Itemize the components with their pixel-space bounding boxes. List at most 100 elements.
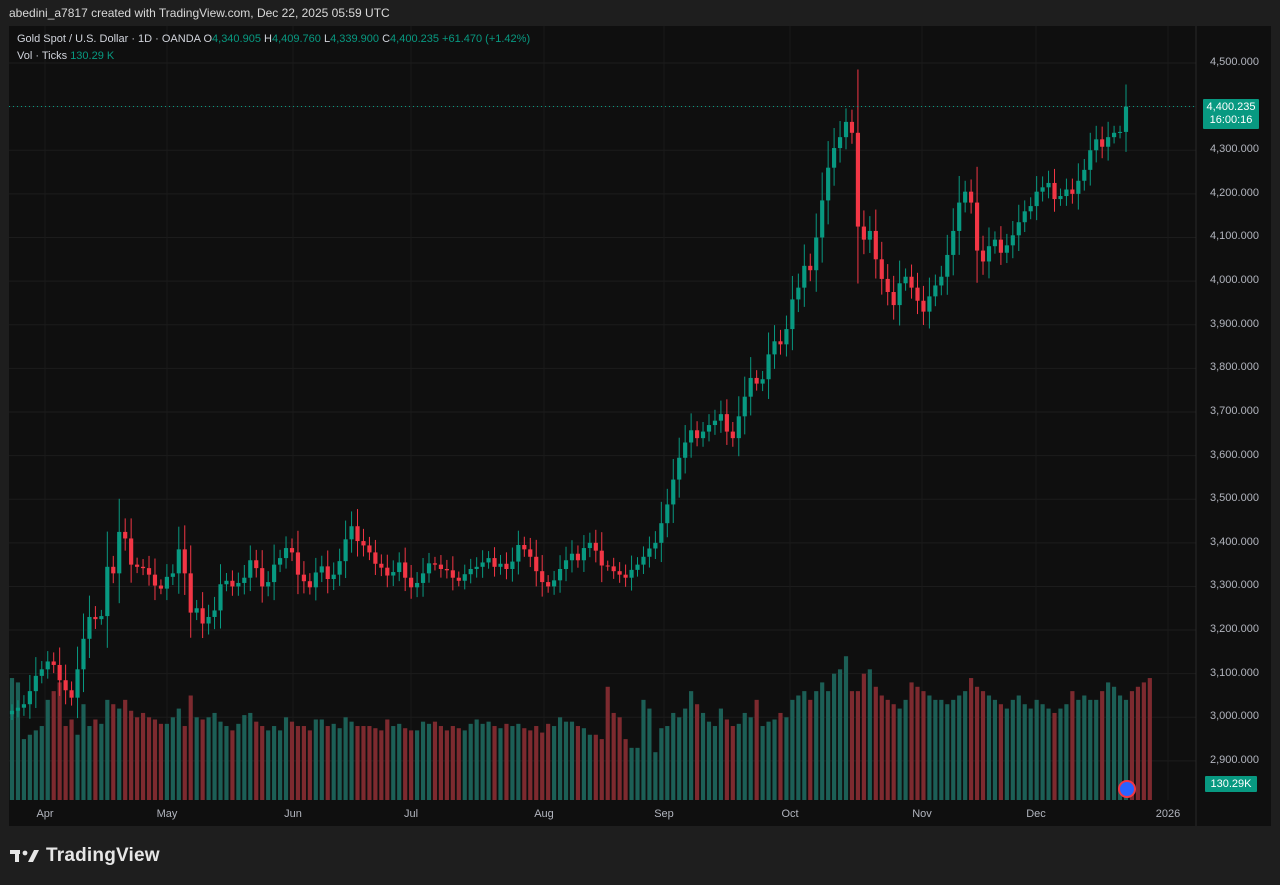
candle-body[interactable] [295,552,301,575]
candle-body[interactable] [277,558,283,565]
candle-body[interactable] [820,200,825,238]
candle-body[interactable] [992,239,998,247]
candle-body[interactable] [778,341,783,345]
candle-body[interactable] [712,420,718,426]
candle-body[interactable] [808,265,813,271]
candle-body[interactable] [1070,189,1075,194]
candle-body[interactable] [873,230,878,260]
candle-body[interactable] [129,538,134,565]
candle-body[interactable] [790,299,795,330]
candle-body[interactable] [998,239,1003,253]
candle-body[interactable] [980,250,986,262]
candle-body[interactable] [718,414,723,421]
candle-body[interactable] [117,531,122,574]
candle-body[interactable] [123,531,128,539]
candle-body[interactable] [212,610,217,617]
candle-body[interactable] [170,573,175,577]
candle-body[interactable] [563,560,569,569]
candle-body[interactable] [99,616,104,620]
candle-body[interactable] [188,573,193,613]
candle-body[interactable] [909,276,914,288]
candle-body[interactable] [182,549,187,574]
candle-body[interactable] [63,680,68,691]
candle-body[interactable] [694,430,700,439]
candle-body[interactable] [45,661,50,670]
candle-body[interactable] [75,669,80,698]
candle-body[interactable] [754,377,759,384]
candle-body[interactable] [575,553,581,561]
candle-body[interactable] [921,300,926,312]
candle-body[interactable] [730,431,735,439]
candle-body[interactable] [385,567,390,576]
candle-body[interactable] [146,568,152,575]
candle-body[interactable] [951,230,956,255]
us-flag-icon[interactable] [1118,780,1136,798]
candle-body[interactable] [69,690,74,698]
candle-body[interactable] [57,664,62,681]
candle-body[interactable] [593,542,598,551]
candle-body[interactable] [700,431,706,439]
candle-body[interactable] [272,564,277,583]
candle-body[interactable] [218,584,223,611]
candle-body[interactable] [1058,196,1063,200]
candle-body[interactable] [33,675,38,692]
candle-body[interactable] [391,572,396,576]
candle-body[interactable] [974,202,980,251]
candle-body[interactable] [105,566,110,617]
candle-body[interactable] [27,691,32,705]
candle-body[interactable] [111,566,116,574]
candle-body[interactable] [1076,180,1081,194]
candle-body[interactable] [450,570,455,578]
candle-body[interactable] [939,276,944,286]
candle-body[interactable] [224,580,229,585]
candle-body[interactable] [1022,211,1027,223]
candle-body[interactable] [581,548,586,561]
candle-body[interactable] [266,582,271,587]
candle-body[interactable] [772,341,777,355]
candle-body[interactable] [397,562,402,573]
candle-body[interactable] [140,566,146,569]
candle-body[interactable] [343,539,348,562]
candle-body[interactable] [814,237,819,271]
candle-body[interactable] [319,566,324,573]
candle-body[interactable] [891,292,896,306]
candle-body[interactable] [135,564,140,567]
candle-body[interactable] [629,569,634,578]
candle-body[interactable] [569,553,575,561]
candle-body[interactable] [403,562,408,578]
candle-body[interactable] [969,191,974,203]
candle-body[interactable] [87,616,92,639]
candle-body[interactable] [945,254,950,277]
candle-body[interactable] [289,548,295,553]
candle-body[interactable] [623,574,628,578]
candle-body[interactable] [659,523,664,543]
candle-body[interactable] [415,582,420,588]
candle-body[interactable] [307,581,312,588]
candle-body[interactable] [963,191,968,203]
candle-body[interactable] [1112,132,1117,138]
candle-body[interactable] [557,568,563,581]
candle-body[interactable] [260,568,265,587]
candle-body[interactable] [552,580,557,587]
candle-body[interactable] [468,568,473,575]
candle-body[interactable] [361,541,366,546]
candle-body[interactable] [927,296,932,312]
candle-body[interactable] [420,573,426,583]
candle-body[interactable] [706,425,712,432]
candle-body[interactable] [456,577,461,581]
candle-body[interactable] [748,377,753,397]
candle-body[interactable] [986,246,992,262]
candle-body[interactable] [409,577,414,588]
candle-body[interactable] [784,329,789,345]
candle-body[interactable] [1088,150,1093,170]
candle-body[interactable] [313,572,318,588]
candle-body[interactable] [915,287,920,301]
candle-body[interactable] [164,576,169,589]
candle-body[interactable] [647,548,652,557]
candle-body[interactable] [867,230,872,240]
candle-body[interactable] [534,556,539,572]
candle-body[interactable] [599,550,604,566]
candle-body[interactable] [379,563,384,568]
candle-body[interactable] [21,704,26,708]
